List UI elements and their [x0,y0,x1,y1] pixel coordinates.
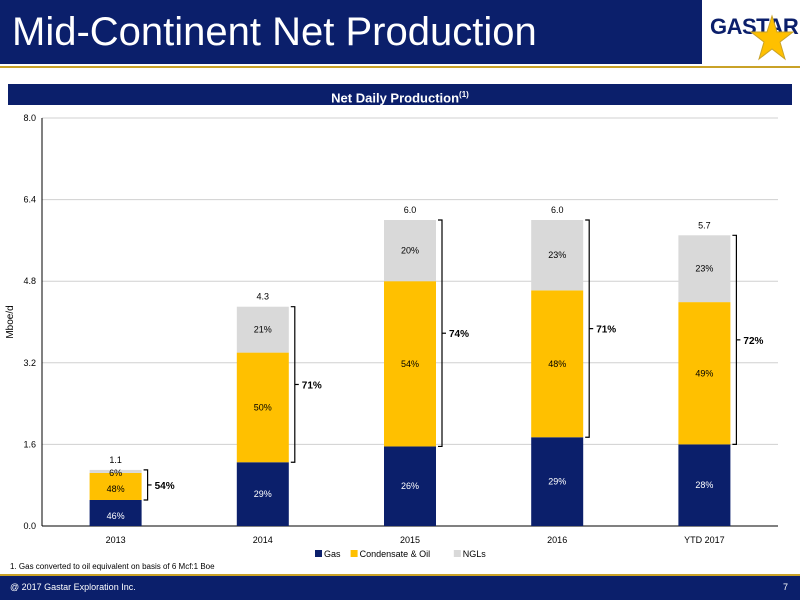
bar-segment-condensate-oil [384,281,436,447]
bar-segment-gas [531,437,584,526]
legend-label: Gas [324,549,341,559]
y-tick-label: 0.0 [23,521,36,531]
liquids-bracket [732,234,737,445]
bar-segment-condensate-oil [678,302,731,445]
company-logo: GASTAR [704,0,800,66]
legend-label: NGLs [463,549,487,559]
legend-swatch [453,550,461,557]
bar-total-label: 4.3 [257,292,270,302]
bar-segment-gas [678,444,731,526]
bar-segment-ngls [236,306,289,353]
title-rule [0,66,800,68]
liquids-percent-label: 74% [449,329,469,340]
footer-rule [0,574,800,576]
y-tick-label: 8.0 [23,113,36,123]
bar-segment-gas [236,462,289,526]
bar-total-label: 5.7 [698,220,711,230]
bar-percent-label: 29% [254,489,272,499]
legend-label: Condensate & Oil [360,549,431,559]
liquids-percent-label: 71% [302,380,322,391]
liquids-percent-label: 71% [596,325,616,336]
y-axis-label: Mboe/d [5,305,16,338]
star-icon [750,14,794,61]
footer-bar: @ 2017 Gastar Exploration Inc. 7 [0,576,800,600]
bar-segment-ngls [678,235,731,303]
footnote: 1. Gas converted to oil equivalent on ba… [10,562,215,571]
liquids-percent-label: 72% [743,336,763,347]
x-tick-label: 2013 [106,535,126,545]
bar-segment-condensate-oil [236,352,289,463]
bar-percent-label: 29% [548,477,566,487]
liquids-percent-label: 54% [155,481,175,492]
bar-percent-label: 48% [548,359,566,369]
chart-heading: Net Daily Production(1) [8,84,792,105]
bar-segment-gas [384,446,436,526]
page-title: Mid-Continent Net Production [12,10,537,54]
bar-segment-ngls [531,220,584,291]
bar-segment-condensate-oil [89,472,142,500]
bar-percent-label: 50% [254,402,272,412]
x-tick-label: 2016 [547,535,567,545]
bar-segment-condensate-oil [531,290,584,438]
bar-segment-ngls [384,220,436,282]
bar-percent-label: 46% [107,511,125,521]
bar-segment-ngls [89,469,142,473]
liquids-bracket [585,219,590,438]
bar-percent-label: 28% [695,480,713,490]
bar-percent-label: 20% [401,246,419,256]
bar-percent-label: 49% [695,368,713,378]
bar-percent-label: 48% [107,484,125,494]
bar-percent-label: 23% [695,264,713,274]
chart-heading-footnote-mark: (1) [459,90,469,99]
bar-percent-label: 21% [254,325,272,335]
bar-segment-gas [89,499,142,526]
y-tick-label: 6.4 [23,195,36,205]
x-tick-label: 2015 [400,535,420,545]
page-number: 7 [782,582,788,592]
legend-swatch [315,550,322,557]
chart-heading-text: Net Daily Production [331,90,460,106]
production-chart: 0.0 1.6 3.2 4.8 6.4 8.0 Mboe/d 46% 48% 6% 1.1 54% 20… [5,113,778,559]
liquids-bracket [143,469,149,501]
bar-percent-label: 54% [401,359,419,369]
bar-percent-label: 6% [109,468,122,478]
liquids-bracket [438,219,443,448]
bar-total-label: 6.0 [404,205,417,215]
bar-percent-label: 26% [401,481,419,491]
y-tick-label: 4.8 [23,276,36,286]
y-tick-label: 3.2 [23,358,36,368]
legend-swatch [350,550,358,557]
x-tick-label: 2014 [253,535,273,545]
liquids-bracket [290,306,296,463]
bar-total-label: 6.0 [551,205,564,215]
y-tick-label: 1.6 [23,439,36,449]
copyright-text: @ 2017 Gastar Exploration Inc. [10,582,136,592]
bar-total-label: 1.1 [109,455,122,465]
bar-percent-label: 23% [548,250,566,260]
x-tick-label: YTD 2017 [684,535,725,545]
title-bar: Mid-Continent Net Production [0,0,702,64]
